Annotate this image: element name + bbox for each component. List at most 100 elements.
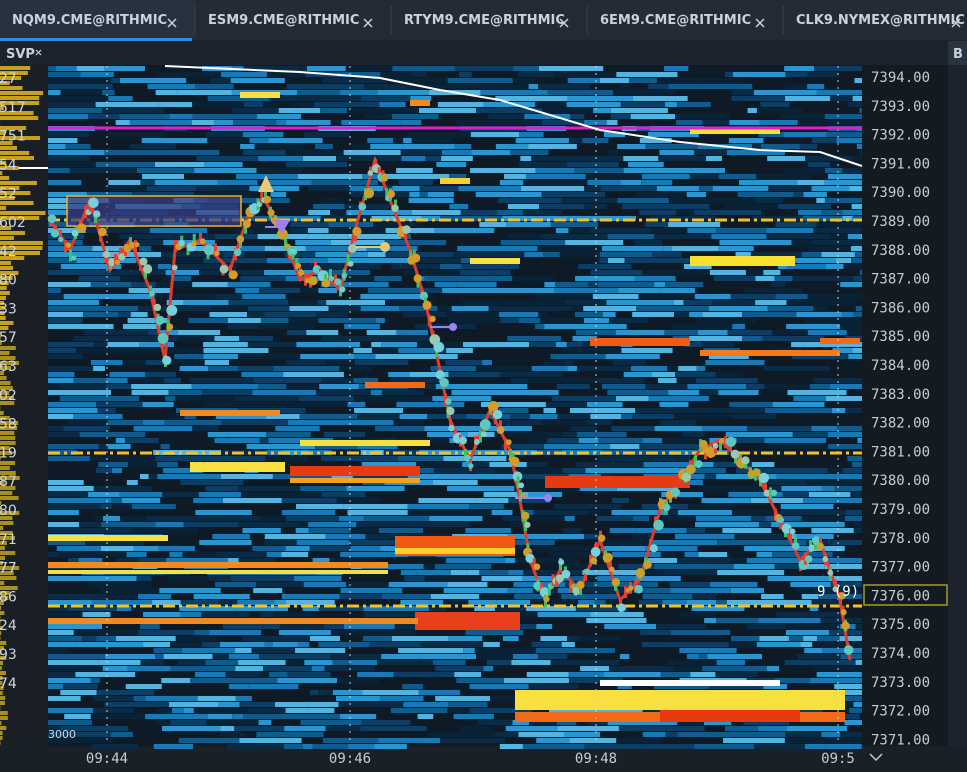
- heat-cell: [840, 732, 862, 737]
- tab-label[interactable]: NQM9.CME@RITHMIC: [12, 13, 167, 28]
- trade-bubble: [50, 229, 60, 238]
- heat-cell: [390, 276, 402, 281]
- heat-cell: [390, 708, 448, 713]
- heat-cell: [529, 720, 557, 725]
- heat-cell: [48, 414, 74, 419]
- heat-cell: [607, 150, 619, 155]
- heat-cell: [809, 522, 845, 527]
- heat-cell: [48, 408, 98, 413]
- heat-cell: [599, 252, 652, 257]
- heat-cell: [338, 702, 404, 707]
- heat-cell: [665, 642, 729, 647]
- heat-cell: [206, 720, 259, 725]
- heat-cell: [809, 384, 831, 389]
- heat-cell: [731, 636, 760, 641]
- heat-cell: [418, 498, 476, 503]
- heat-cell: [399, 306, 438, 311]
- price-label: 7393.00: [871, 99, 930, 115]
- heat-cell: [597, 456, 630, 461]
- scroll-arrow[interactable]: [869, 753, 883, 762]
- panel-label[interactable]: SVP: [6, 47, 35, 62]
- heat-cell: [702, 120, 730, 125]
- tab[interactable]: [0, 0, 195, 38]
- heat-cell: [694, 150, 727, 155]
- heat-cell: [402, 684, 424, 689]
- heat-cell: [280, 624, 313, 629]
- heat-cell: [290, 102, 314, 107]
- trade-bubble: [763, 489, 771, 497]
- heat-cell: [535, 102, 567, 107]
- heat-cell: [120, 516, 147, 521]
- heat-cell: [678, 612, 716, 617]
- heat-cell: [73, 378, 106, 383]
- heat-cell: [157, 474, 221, 479]
- heat-cell: [228, 432, 267, 437]
- heat-cell: [694, 210, 762, 215]
- heat-cell: [227, 318, 240, 323]
- heat-cell: [625, 90, 677, 95]
- heat-cell: [177, 330, 221, 335]
- heat-cell: [310, 450, 332, 455]
- heat-cell: [394, 252, 454, 257]
- profile-bar: [0, 651, 1, 655]
- heat-cell: [227, 558, 239, 563]
- heat-cell: [476, 654, 513, 659]
- profile-bar: [0, 401, 15, 405]
- trade-bubble: [719, 437, 725, 444]
- tab-label[interactable]: ESM9.CME@RITHMIC: [208, 13, 359, 28]
- tab[interactable]: [392, 0, 587, 38]
- heat-cell: [689, 312, 703, 317]
- tab-label[interactable]: B: [953, 47, 963, 62]
- heat-hotspot: [48, 618, 418, 624]
- tick-bar: [114, 253, 117, 266]
- trade-bubble: [439, 377, 449, 388]
- tab-close[interactable]: [363, 18, 373, 28]
- profile-bar: [0, 691, 3, 695]
- heat-hotspot: [470, 258, 520, 264]
- tab-close[interactable]: [755, 18, 765, 28]
- heat-cell: [270, 492, 322, 497]
- panel-close[interactable]: [35, 49, 42, 56]
- trade-bubble: [730, 449, 740, 459]
- profile-label: 02: [0, 388, 17, 404]
- heat-cell: [180, 600, 219, 605]
- heat-cell: [403, 702, 449, 707]
- heat-cell: [483, 642, 500, 647]
- trade-bubble: [297, 269, 305, 276]
- heat-cell: [824, 168, 843, 173]
- heat-cell: [718, 390, 759, 395]
- profile-label: 52: [0, 186, 17, 202]
- tab[interactable]: [784, 0, 967, 38]
- heat-cell: [344, 96, 361, 101]
- tab[interactable]: [588, 0, 783, 38]
- heat-cell: [552, 534, 585, 539]
- heat-cell: [844, 588, 862, 593]
- heat-cell: [367, 630, 417, 635]
- tab-close[interactable]: [167, 18, 177, 28]
- heat-cell: [95, 102, 159, 107]
- heat-cell: [238, 486, 301, 491]
- heat-cell: [417, 714, 434, 719]
- heat-cell: [686, 192, 707, 197]
- trade-bubble: [363, 188, 375, 199]
- heat-cell: [246, 444, 271, 449]
- heat-cell: [325, 534, 366, 539]
- heat-cell: [367, 138, 394, 143]
- trade-bubble: [770, 489, 778, 497]
- profile-bar: [0, 486, 16, 490]
- heat-cell: [228, 684, 249, 689]
- heat-cell: [244, 252, 267, 257]
- price-label: 7390.00: [871, 185, 930, 201]
- profile-bar: [0, 541, 7, 545]
- heat-cell: [296, 540, 350, 545]
- tab[interactable]: [196, 0, 391, 38]
- tab[interactable]: [948, 41, 967, 65]
- tab-close[interactable]: [951, 18, 961, 28]
- heat-cell: [617, 198, 669, 203]
- tab-label[interactable]: RTYM9.CME@RITHMIC: [404, 13, 565, 28]
- heat-cell: [495, 732, 519, 737]
- tab-label[interactable]: CLK9.NYMEX@RITHMIC: [796, 13, 965, 28]
- tab-label[interactable]: 6EM9.CME@RITHMIC: [600, 13, 751, 28]
- tab-close[interactable]: [559, 18, 569, 28]
- heat-cell: [495, 144, 529, 149]
